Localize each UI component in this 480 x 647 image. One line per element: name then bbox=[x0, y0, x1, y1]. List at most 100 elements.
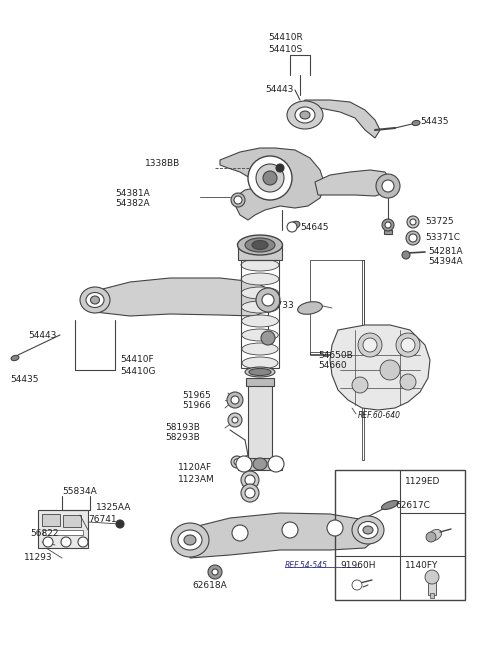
Text: 53725: 53725 bbox=[425, 217, 454, 226]
Circle shape bbox=[385, 222, 391, 228]
Circle shape bbox=[426, 532, 436, 542]
Circle shape bbox=[227, 392, 243, 408]
Circle shape bbox=[268, 456, 284, 472]
Circle shape bbox=[256, 164, 284, 192]
Ellipse shape bbox=[290, 221, 300, 228]
Text: 54410R: 54410R bbox=[268, 34, 303, 43]
Polygon shape bbox=[315, 170, 392, 196]
Ellipse shape bbox=[178, 530, 202, 550]
Text: 58193B: 58193B bbox=[165, 424, 200, 432]
Bar bbox=[248, 380, 272, 460]
Text: 54410S: 54410S bbox=[268, 45, 302, 54]
Circle shape bbox=[234, 459, 240, 465]
Circle shape bbox=[407, 216, 419, 228]
Circle shape bbox=[409, 234, 417, 242]
Ellipse shape bbox=[412, 120, 420, 126]
Bar bbox=[42, 514, 60, 526]
Bar bbox=[310, 260, 364, 355]
Text: 1120AF: 1120AF bbox=[178, 463, 212, 472]
Circle shape bbox=[282, 522, 298, 538]
Circle shape bbox=[231, 396, 239, 404]
Text: 91960H: 91960H bbox=[340, 562, 375, 571]
Circle shape bbox=[276, 164, 284, 172]
Text: 54382A: 54382A bbox=[115, 199, 150, 208]
Circle shape bbox=[406, 231, 420, 245]
Text: REF.54-545: REF.54-545 bbox=[285, 560, 328, 569]
Ellipse shape bbox=[382, 501, 398, 509]
Circle shape bbox=[228, 413, 242, 427]
Text: 1338BB: 1338BB bbox=[145, 159, 180, 168]
Circle shape bbox=[212, 569, 218, 575]
Circle shape bbox=[425, 570, 439, 584]
Ellipse shape bbox=[11, 355, 19, 360]
Bar bbox=[63, 515, 81, 527]
Text: 76741: 76741 bbox=[88, 516, 117, 525]
Text: 1123AM: 1123AM bbox=[178, 474, 215, 483]
Circle shape bbox=[327, 520, 343, 536]
Ellipse shape bbox=[295, 107, 315, 123]
Ellipse shape bbox=[184, 535, 196, 545]
Polygon shape bbox=[95, 278, 272, 316]
Circle shape bbox=[245, 475, 255, 485]
Text: 51965: 51965 bbox=[182, 391, 211, 400]
Text: 54281A: 54281A bbox=[428, 248, 463, 256]
Ellipse shape bbox=[358, 521, 378, 538]
Bar bbox=[38, 510, 88, 548]
Circle shape bbox=[396, 333, 420, 357]
Text: 62618A: 62618A bbox=[192, 580, 228, 589]
Circle shape bbox=[43, 537, 53, 547]
Ellipse shape bbox=[241, 287, 279, 299]
Circle shape bbox=[287, 222, 297, 232]
Ellipse shape bbox=[80, 287, 110, 313]
Circle shape bbox=[61, 537, 71, 547]
Ellipse shape bbox=[241, 259, 279, 271]
Text: 1129ED: 1129ED bbox=[405, 477, 440, 487]
Text: 58293B: 58293B bbox=[165, 433, 200, 443]
Circle shape bbox=[352, 580, 362, 590]
Ellipse shape bbox=[242, 357, 278, 369]
Circle shape bbox=[382, 219, 394, 231]
Text: 54394A: 54394A bbox=[428, 258, 463, 267]
Circle shape bbox=[263, 171, 277, 185]
Text: 55733: 55733 bbox=[265, 300, 294, 309]
Text: 54443: 54443 bbox=[28, 331, 56, 340]
Text: 54660: 54660 bbox=[318, 362, 347, 371]
Bar bbox=[335, 470, 465, 600]
Ellipse shape bbox=[298, 302, 323, 314]
Text: 54410G: 54410G bbox=[120, 367, 156, 377]
Polygon shape bbox=[330, 325, 430, 410]
Ellipse shape bbox=[242, 329, 278, 341]
Text: 51966: 51966 bbox=[182, 402, 211, 410]
Text: 54381A: 54381A bbox=[115, 188, 150, 197]
Ellipse shape bbox=[287, 101, 323, 129]
Circle shape bbox=[231, 456, 243, 468]
Ellipse shape bbox=[300, 111, 310, 119]
Circle shape bbox=[232, 417, 238, 423]
Ellipse shape bbox=[171, 523, 209, 557]
Circle shape bbox=[401, 338, 415, 352]
Text: 54410F: 54410F bbox=[120, 355, 154, 364]
Text: REF.60-640: REF.60-640 bbox=[358, 410, 401, 419]
Polygon shape bbox=[300, 100, 380, 138]
Circle shape bbox=[234, 196, 242, 204]
Circle shape bbox=[358, 333, 382, 357]
Circle shape bbox=[256, 288, 280, 312]
Polygon shape bbox=[190, 513, 375, 558]
Circle shape bbox=[363, 338, 377, 352]
Text: 1140FY: 1140FY bbox=[405, 562, 438, 571]
Bar bbox=[238, 245, 282, 260]
Circle shape bbox=[231, 193, 245, 207]
Circle shape bbox=[352, 377, 368, 393]
Circle shape bbox=[382, 180, 394, 192]
Text: 1325AA: 1325AA bbox=[96, 503, 132, 512]
Circle shape bbox=[245, 488, 255, 498]
Text: 62617C: 62617C bbox=[395, 501, 430, 509]
Circle shape bbox=[410, 219, 416, 225]
Bar bbox=[428, 581, 436, 595]
Text: 55834A: 55834A bbox=[62, 487, 97, 496]
Ellipse shape bbox=[429, 529, 442, 540]
Bar bbox=[241, 260, 279, 368]
Ellipse shape bbox=[242, 343, 278, 355]
Bar bbox=[384, 230, 392, 234]
Text: 54443: 54443 bbox=[265, 85, 293, 94]
